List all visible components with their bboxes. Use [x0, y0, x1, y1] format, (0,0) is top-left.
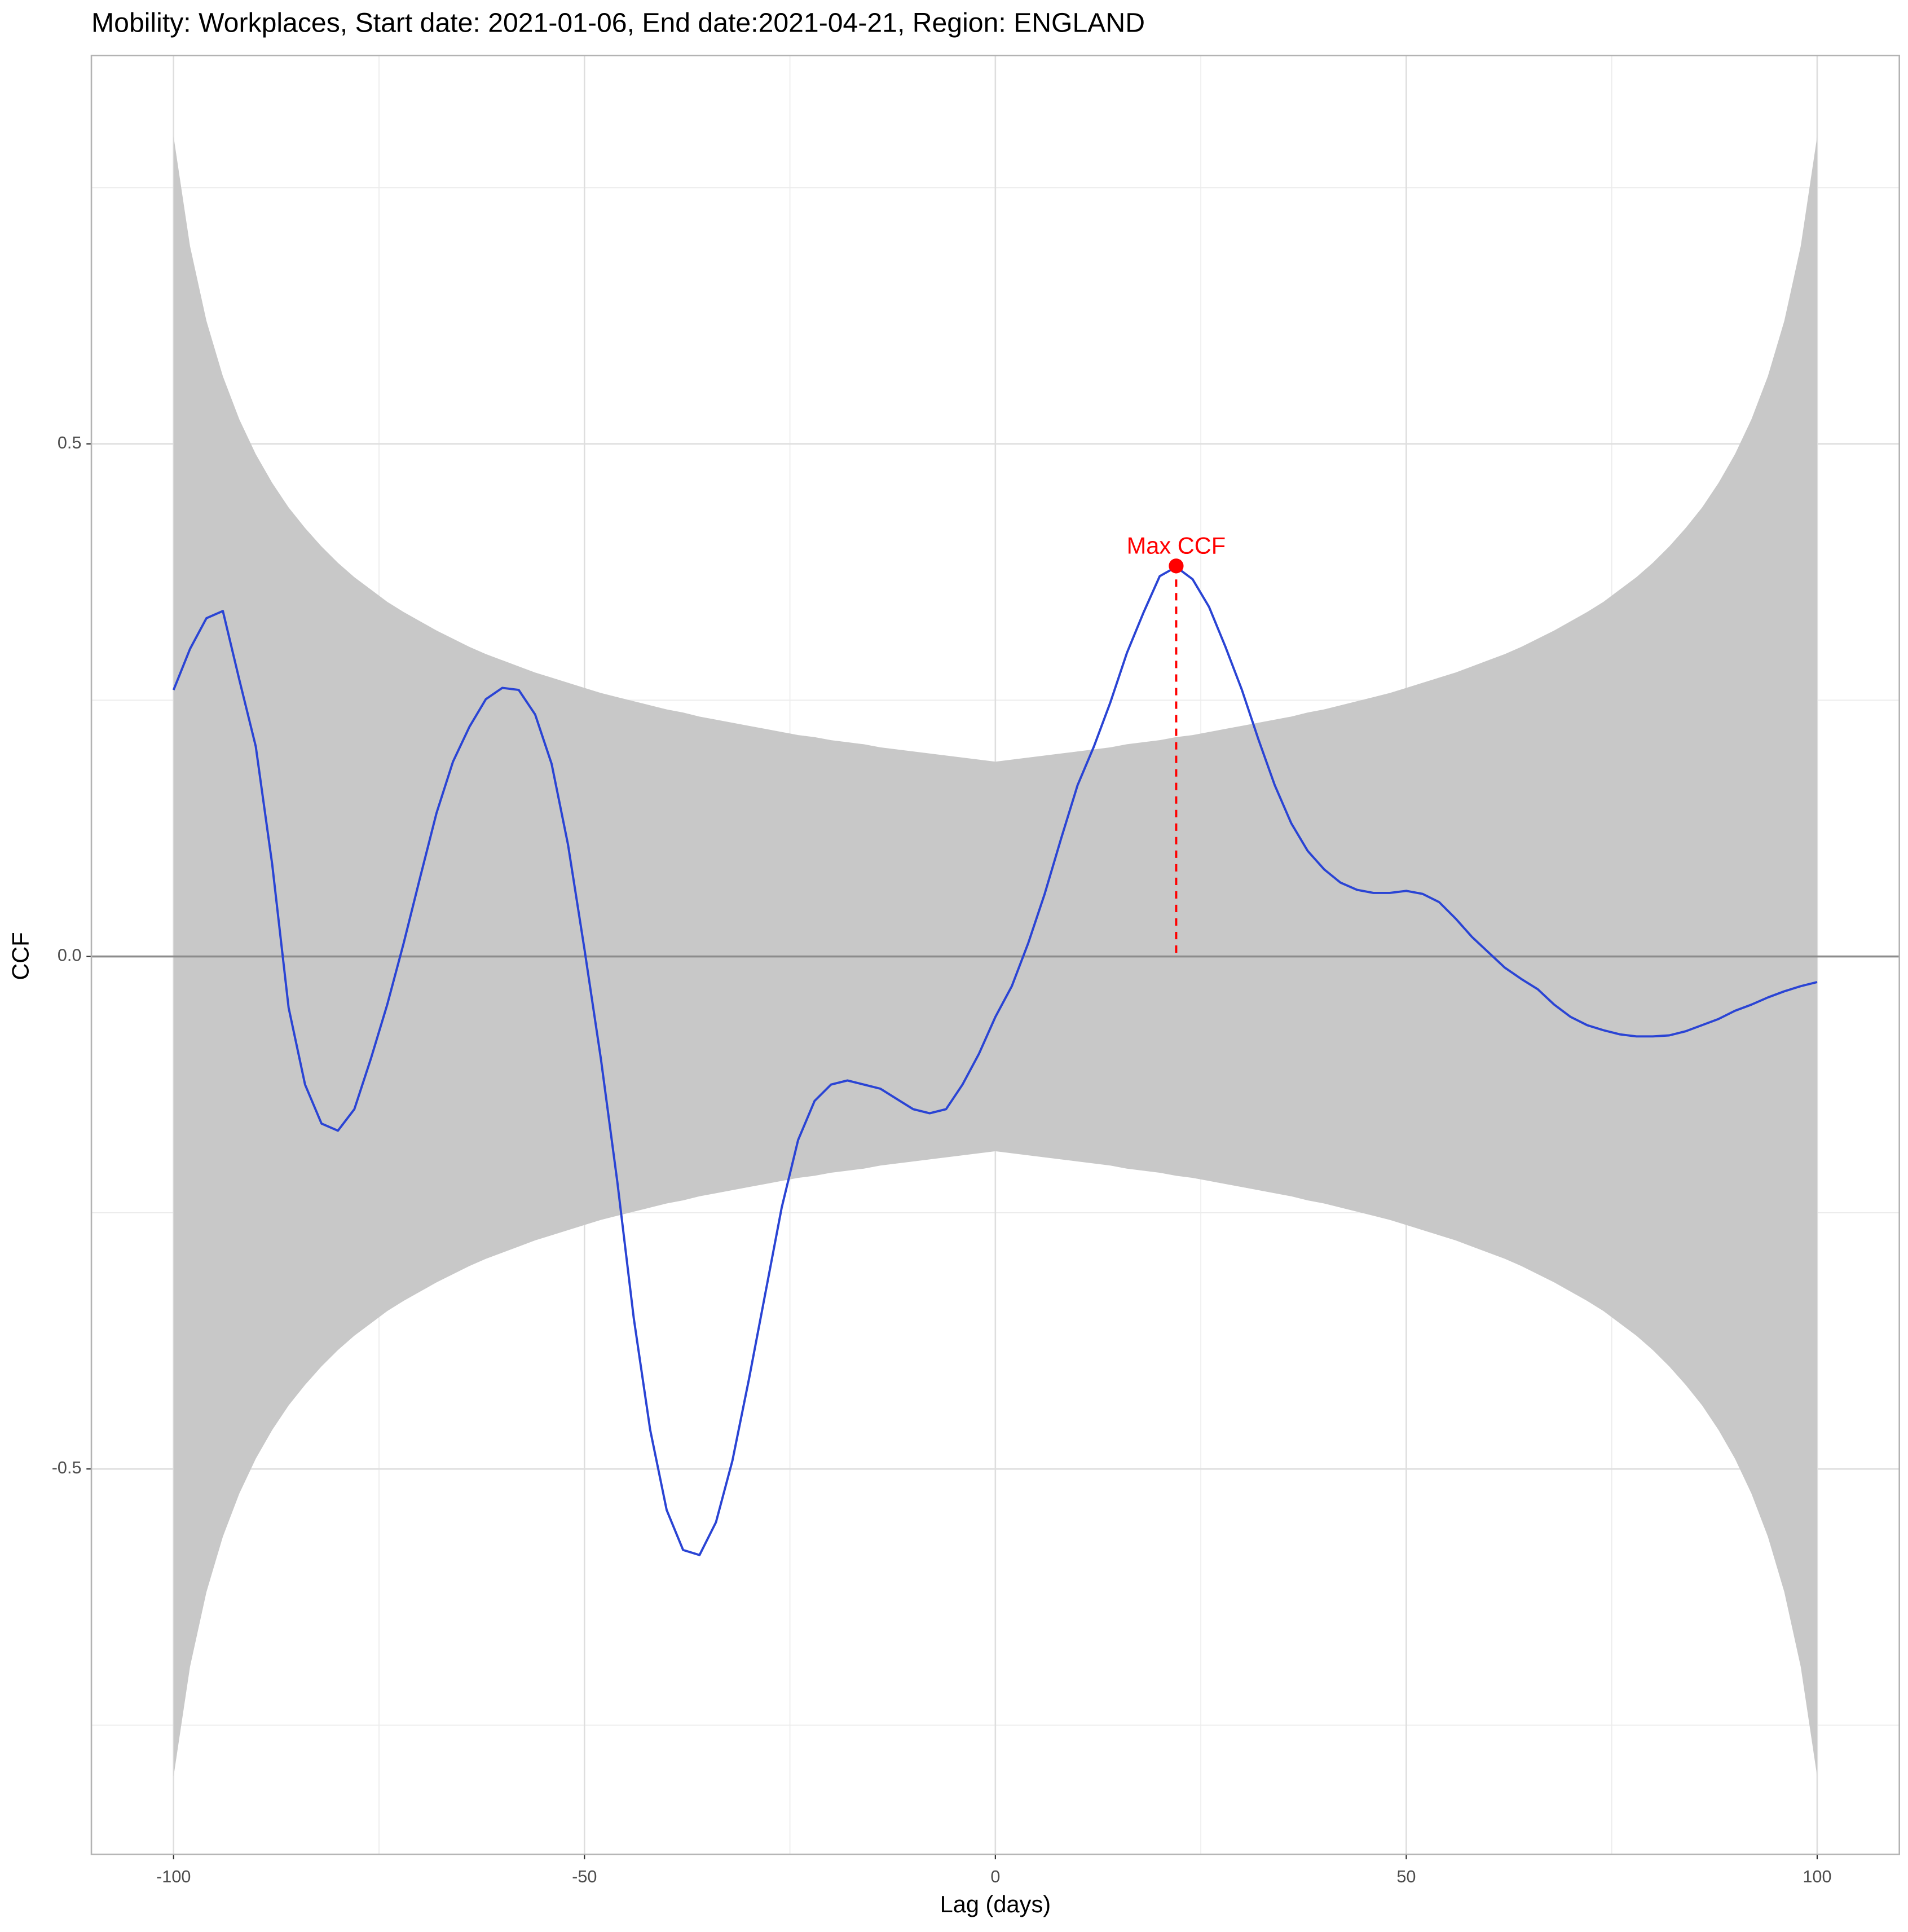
x-tick-label: 100	[1803, 1867, 1831, 1886]
plot-area: -100 -50 0 50 100 -0.5 0.0 0.5 Max CCF	[52, 54, 1900, 1886]
y-axis-title: CCF	[7, 932, 33, 980]
y-tick-label: -0.5	[52, 1458, 82, 1477]
chart-title: Mobility: Workplaces, Start date: 2021-0…	[91, 7, 1145, 38]
max-ccf-label: Max CCF	[1127, 532, 1226, 558]
max-ccf-point	[1169, 558, 1184, 574]
x-tick-label: 0	[990, 1867, 1000, 1886]
panel-border	[90, 54, 1900, 1855]
y-tick-label: 0.0	[58, 946, 82, 965]
x-axis-title: Lag (days)	[940, 1891, 1051, 1917]
x-tick-label: -50	[572, 1867, 597, 1886]
y-tick-label: 0.5	[58, 433, 82, 452]
x-tick-label: -100	[156, 1867, 191, 1886]
x-tick-label: 50	[1396, 1867, 1416, 1886]
ccf-line	[172, 566, 1818, 1556]
